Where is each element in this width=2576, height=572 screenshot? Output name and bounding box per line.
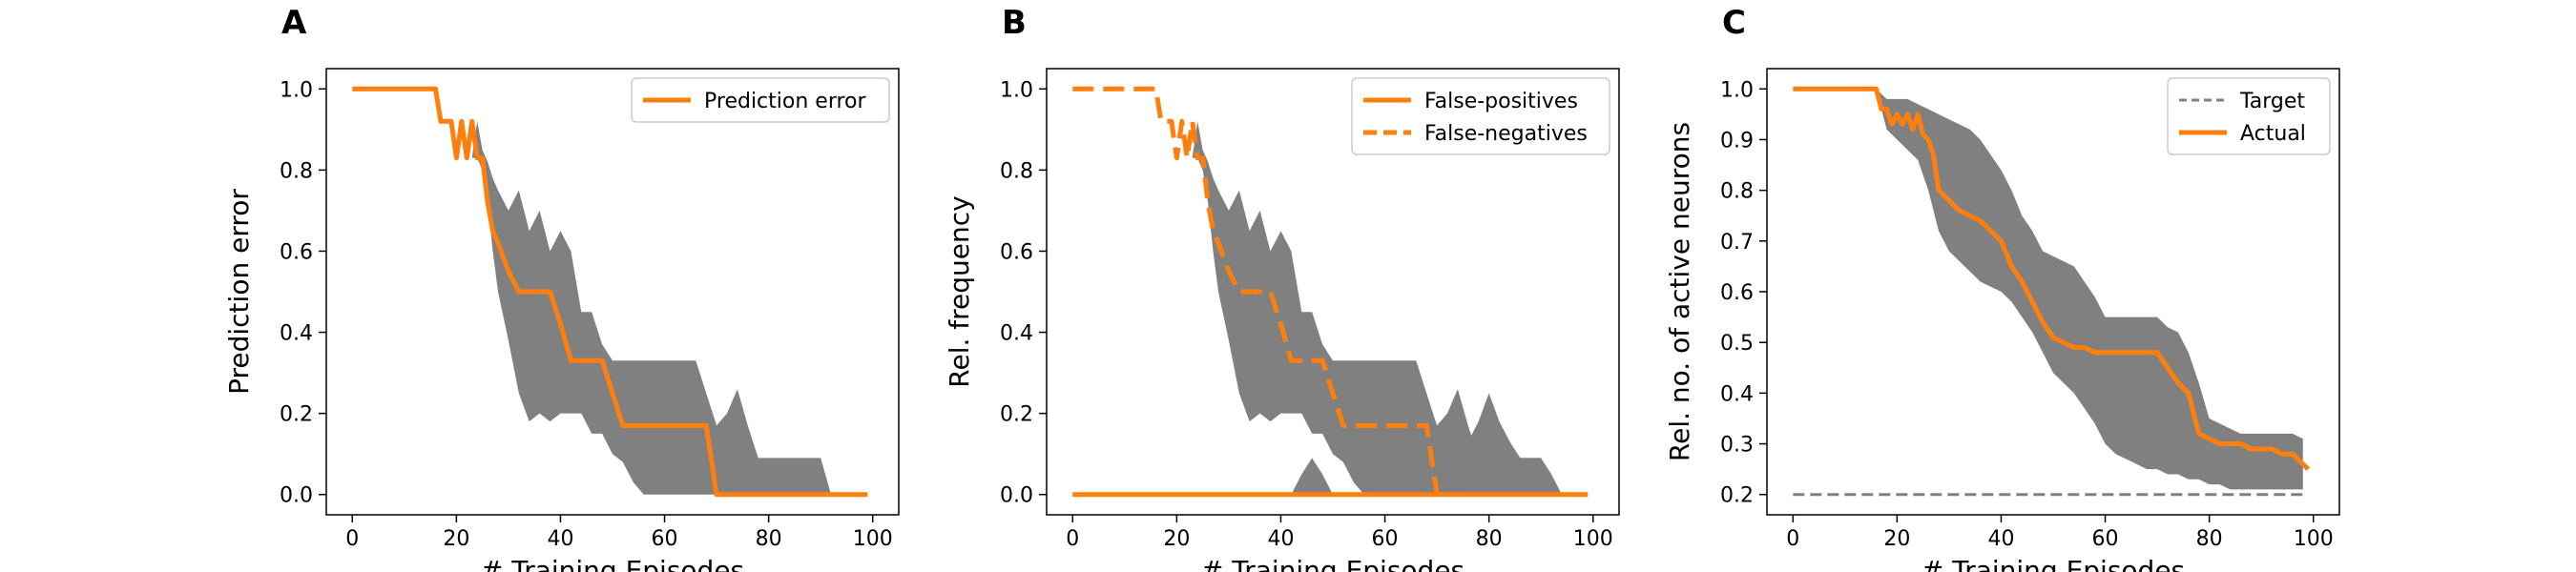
y-tick-label: 0.4 — [1720, 382, 1754, 406]
panel-b: B 0 20 40 60 80 100 0.0 0.2 0.4 0.6 0.8 1.0 # Traini… — [944, 4, 1620, 572]
chart-panel-a: 0 20 40 60 80 100 0.0 0.2 0.4 0.6 0.8 1.0 # Training… — [223, 68, 900, 572]
legend-box — [631, 77, 890, 123]
x-tick-label: 100 — [853, 527, 893, 551]
x-tick-label: 80 — [1476, 527, 1503, 551]
x-axis-label: # Training Episodes — [1922, 555, 2185, 572]
y-tick-label: 0.4 — [280, 322, 313, 346]
x-tick-label: 60 — [652, 527, 678, 551]
legend-label: Prediction error — [704, 90, 866, 113]
panel-label-c: C — [1722, 4, 1746, 42]
x-tick-label: 100 — [1573, 527, 1613, 551]
x-tick-label: 40 — [547, 527, 573, 551]
legend-box — [1351, 77, 1610, 155]
series-line-false-negatives — [1072, 86, 1440, 496]
y-tick-label: 0.5 — [1720, 332, 1754, 356]
x-tick-label: 40 — [1267, 527, 1294, 551]
variability-band-0 — [352, 89, 862, 495]
legend-label: False-positives — [1424, 90, 1578, 113]
variability-band-0 — [1072, 89, 1583, 495]
x-tick-label: 0 — [345, 527, 359, 551]
y-tick-label: 0.7 — [1720, 231, 1754, 255]
x-tick-label: 0 — [1066, 527, 1079, 551]
x-tick-label: 60 — [1372, 527, 1399, 551]
y-axis-label: Rel. no. of active neurons — [1664, 122, 1695, 461]
y-tick-label: 0.4 — [1000, 322, 1033, 346]
x-tick-label: 20 — [443, 527, 469, 551]
legend-label: Actual — [2240, 122, 2306, 146]
x-tick-label: 80 — [756, 527, 782, 551]
x-tick-label: 0 — [1786, 527, 1799, 551]
y-tick-label: 0.6 — [1720, 281, 1754, 305]
y-tick-label: 0.8 — [1000, 159, 1033, 183]
legend-box — [2167, 77, 2331, 155]
y-tick-label: 0.2 — [1000, 403, 1033, 427]
x-tick-label: 60 — [2092, 527, 2119, 551]
y-tick-label: 0.9 — [1720, 129, 1754, 153]
series-line-actual — [1793, 86, 2311, 471]
y-tick-label: 0.0 — [280, 484, 313, 508]
x-tick-label: 100 — [2294, 527, 2334, 551]
y-tick-label: 0.2 — [1720, 484, 1754, 508]
variability-band-1 — [1291, 393, 1562, 495]
x-axis-label: # Training Episodes — [481, 555, 744, 572]
variability-band-0 — [1793, 89, 2303, 490]
x-tick-label: 20 — [1163, 527, 1190, 551]
y-tick-label: 0.6 — [280, 240, 313, 264]
series-line-prediction-error — [352, 86, 868, 498]
panel-label-a: A — [281, 4, 307, 42]
y-axis-label: Rel. frequency — [944, 195, 975, 387]
y-tick-label: 0.0 — [1000, 484, 1033, 508]
panel-label-b: B — [1002, 4, 1027, 42]
y-tick-label: 1.0 — [1000, 78, 1033, 102]
chart-panel-b: 0 20 40 60 80 100 0.0 0.2 0.4 0.6 0.8 1.0 # Training… — [944, 68, 1620, 572]
axes-frame — [1046, 68, 1620, 516]
chart-panel-c: 0 20 40 60 80 100 0.2 0.3 0.4 0.5 0.6 0.7 0.8 0.9 1.0 #… — [1664, 68, 2340, 572]
x-tick-label: 40 — [1987, 527, 2014, 551]
y-tick-label: 0.3 — [1720, 434, 1754, 458]
y-tick-label: 1.0 — [1720, 78, 1754, 102]
x-axis-label: # Training Episodes — [1201, 555, 1465, 572]
panel-c: C 0 20 40 60 80 100 0.2 0.3 0.4 0.5 0.6 0.7 0.8 0.9 1.… — [1664, 4, 2340, 572]
panel-a: A 0 20 40 60 80 100 0.0 0.2 0.4 0.6 0.8 1.0 # Traini… — [223, 4, 900, 572]
x-tick-label: 80 — [2196, 527, 2223, 551]
y-tick-label: 0.8 — [280, 159, 313, 183]
axes-frame — [325, 68, 900, 516]
y-tick-label: 0.2 — [280, 403, 313, 427]
y-tick-label: 1.0 — [280, 78, 313, 102]
y-axis-label: Prediction error — [223, 189, 255, 395]
y-tick-label: 0.6 — [1000, 240, 1033, 264]
y-tick-label: 0.8 — [1720, 180, 1754, 204]
legend-label: Target — [2239, 90, 2305, 113]
x-tick-label: 20 — [1883, 527, 1910, 551]
legend-label: False-negatives — [1424, 122, 1588, 146]
